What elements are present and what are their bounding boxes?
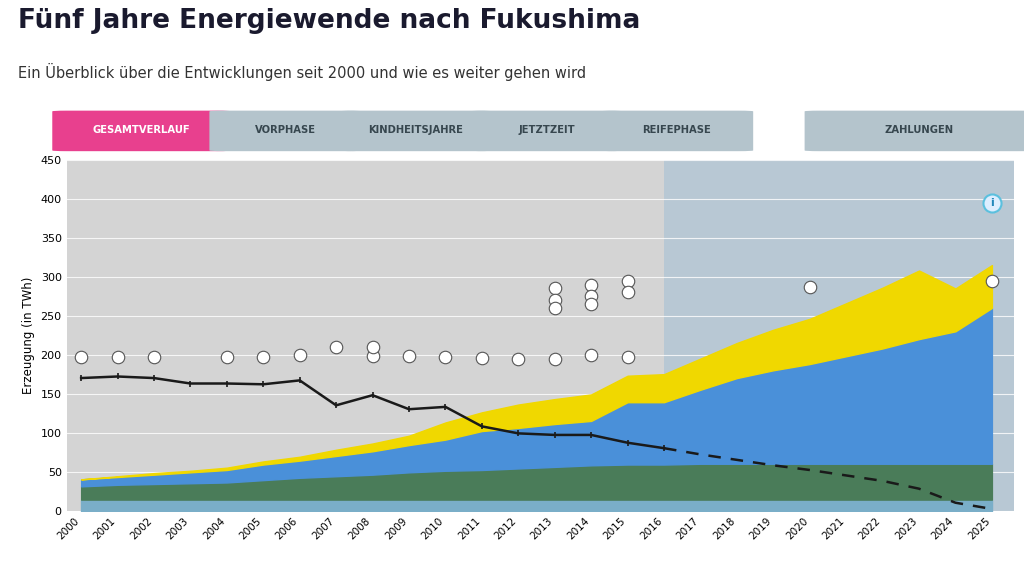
Text: GESAMTVERLAUF: GESAMTVERLAUF	[93, 126, 190, 135]
Text: ZAHLUNGEN: ZAHLUNGEN	[885, 126, 953, 135]
Text: JETZTZEIT: JETZTZEIT	[518, 126, 574, 135]
Text: KINDHEITSJAHRE: KINDHEITSJAHRE	[369, 126, 464, 135]
Text: Ein Überblick über die Entwicklungen seit 2000 und wie es weiter gehen wird: Ein Überblick über die Entwicklungen sei…	[18, 63, 587, 81]
FancyBboxPatch shape	[210, 111, 361, 151]
FancyBboxPatch shape	[52, 111, 231, 151]
FancyBboxPatch shape	[805, 111, 1024, 151]
FancyBboxPatch shape	[601, 111, 754, 151]
Bar	[664, 160, 1014, 511]
Text: i: i	[990, 197, 993, 208]
Text: REIFEPHASE: REIFEPHASE	[643, 126, 712, 135]
FancyBboxPatch shape	[340, 111, 493, 151]
Y-axis label: Erzeugung (in TWh): Erzeugung (in TWh)	[23, 277, 35, 394]
Text: Fünf Jahre Energiewende nach Fukushima: Fünf Jahre Energiewende nach Fukushima	[18, 8, 641, 34]
Text: VORPHASE: VORPHASE	[255, 126, 316, 135]
FancyBboxPatch shape	[470, 111, 623, 151]
